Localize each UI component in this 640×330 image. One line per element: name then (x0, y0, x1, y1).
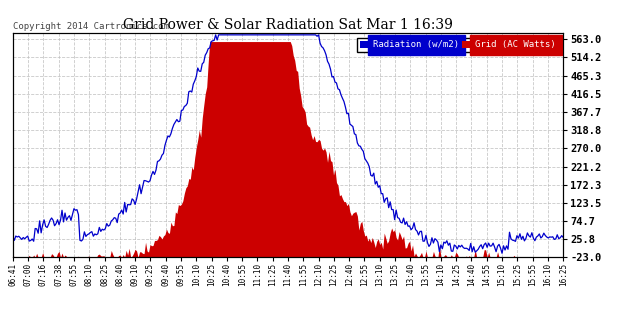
Title: Grid Power & Solar Radiation Sat Mar 1 16:39: Grid Power & Solar Radiation Sat Mar 1 1… (123, 18, 453, 32)
Legend: Radiation (w/m2), Grid (AC Watts): Radiation (w/m2), Grid (AC Watts) (357, 38, 559, 52)
Text: Copyright 2014 Cartronics.com: Copyright 2014 Cartronics.com (13, 22, 169, 31)
